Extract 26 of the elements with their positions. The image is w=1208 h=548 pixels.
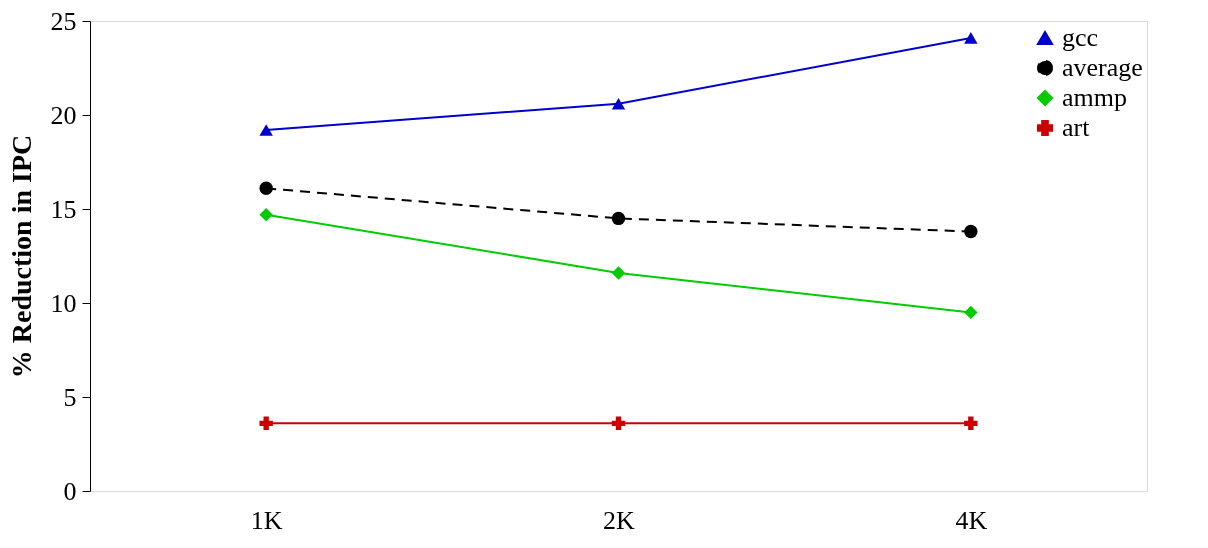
x-tick-label: 4K (955, 505, 988, 535)
point (611, 416, 626, 431)
point (611, 266, 626, 280)
y-axis-title: % Reduction in IPC (5, 134, 37, 379)
legend-label: art (1062, 113, 1091, 142)
legend-label: average (1062, 53, 1143, 82)
y-tick-label: 10 (50, 288, 77, 318)
x-tick-label: 2K (603, 505, 636, 535)
point (259, 416, 273, 431)
point (964, 305, 978, 320)
point (259, 181, 273, 196)
legend-label: gcc (1062, 23, 1099, 52)
legend-label: ammp (1062, 83, 1127, 112)
x-tick-label: 1K (250, 505, 283, 535)
point (611, 211, 626, 226)
point (259, 124, 273, 136)
y-tick-label: 5 (63, 382, 77, 412)
point (964, 224, 978, 239)
y-tick-label: 0 (63, 476, 77, 506)
point (259, 207, 273, 222)
point (611, 97, 626, 110)
point (964, 32, 978, 44)
y-tick-label: 15 (50, 194, 77, 224)
y-tick-label: 25 (50, 6, 77, 36)
y-tick-label: 20 (50, 100, 77, 130)
point (964, 416, 978, 431)
